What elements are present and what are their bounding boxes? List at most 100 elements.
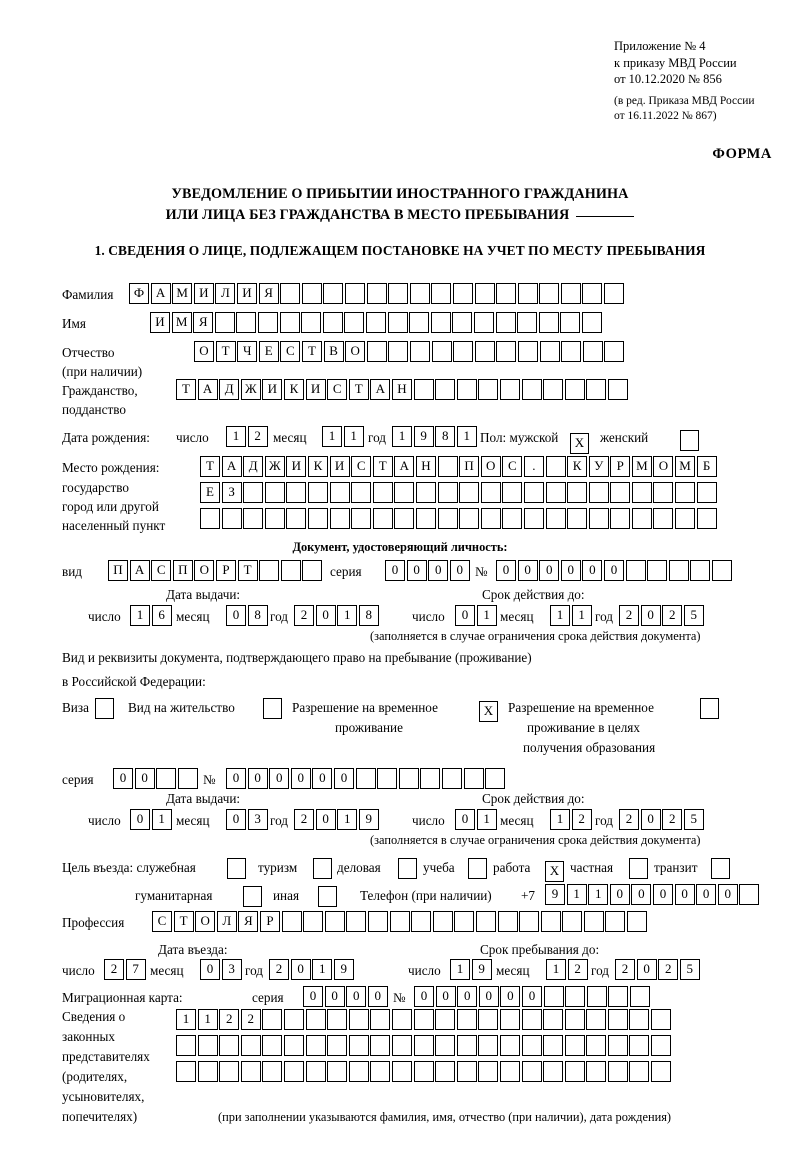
char-cell[interactable] (608, 986, 629, 1007)
purpose-transit-checkbox[interactable] (711, 858, 730, 879)
char-cell[interactable]: 0 (226, 809, 246, 830)
char-cell[interactable]: Т (200, 456, 220, 477)
char-cell[interactable]: 0 (414, 986, 434, 1007)
char-cell[interactable] (651, 1035, 672, 1056)
char-cell[interactable] (607, 1061, 628, 1082)
char-cell[interactable]: 9 (413, 426, 434, 447)
char-cell[interactable]: 0 (385, 560, 405, 581)
char-cell[interactable]: 1 (456, 426, 477, 447)
char-cell[interactable] (327, 1009, 348, 1030)
char-cell[interactable]: О (194, 341, 214, 362)
char-cell[interactable] (303, 911, 324, 932)
char-cell[interactable] (604, 283, 625, 304)
char-cell[interactable] (668, 560, 689, 581)
char-cell[interactable] (240, 1035, 261, 1056)
char-cell[interactable]: 7 (125, 959, 146, 980)
char-cell[interactable]: 0 (521, 986, 542, 1007)
char-cell[interactable] (629, 1009, 650, 1030)
residence-permit-checkbox[interactable] (263, 698, 282, 719)
char-cell[interactable]: 0 (457, 986, 478, 1007)
char-cell[interactable]: 0 (640, 809, 661, 830)
char-cell[interactable] (631, 482, 652, 503)
char-cell[interactable]: С (327, 379, 348, 400)
char-cell[interactable] (437, 508, 458, 529)
purpose-work-checkbox[interactable]: X (545, 861, 564, 882)
char-cell[interactable]: 0 (113, 768, 133, 789)
char-cell[interactable]: Т (215, 341, 236, 362)
char-cell[interactable] (176, 1035, 196, 1056)
char-cell[interactable] (197, 1061, 218, 1082)
char-cell[interactable]: 0 (346, 986, 367, 1007)
char-cell[interactable]: О (194, 560, 215, 581)
visa-checkbox-wrap[interactable] (95, 698, 114, 719)
char-cell[interactable] (629, 986, 650, 1007)
char-cell[interactable] (413, 1009, 434, 1030)
char-cell[interactable]: 1 (476, 809, 497, 830)
char-cell[interactable] (478, 1009, 499, 1030)
char-cell[interactable] (539, 341, 560, 362)
char-cell[interactable] (456, 1035, 477, 1056)
purpose-study-checkbox-wrap[interactable] (468, 858, 487, 879)
purpose-private-checkbox-wrap[interactable] (629, 858, 648, 879)
char-cell[interactable] (545, 456, 566, 477)
char-cell[interactable] (739, 884, 760, 905)
char-cell[interactable] (564, 1035, 585, 1056)
char-cell[interactable] (605, 911, 626, 932)
char-cell[interactable]: С (280, 341, 301, 362)
char-cell[interactable] (545, 508, 566, 529)
char-cell[interactable] (456, 1009, 477, 1030)
char-cell[interactable]: М (631, 456, 652, 477)
char-cell[interactable]: 2 (662, 605, 683, 626)
char-cell[interactable]: М (171, 312, 192, 333)
char-cell[interactable]: 1 (550, 605, 570, 626)
char-cell[interactable] (366, 283, 387, 304)
sex-female-checkbox[interactable] (680, 430, 699, 451)
char-cell[interactable]: Т (372, 456, 393, 477)
char-cell[interactable]: 0 (406, 560, 427, 581)
char-cell[interactable]: 0 (290, 768, 311, 789)
char-cell[interactable] (521, 1061, 542, 1082)
char-cell[interactable] (480, 482, 501, 503)
char-cell[interactable]: 0 (631, 884, 652, 905)
char-cell[interactable]: К (307, 456, 328, 477)
char-cell[interactable] (377, 768, 398, 789)
char-cell[interactable] (459, 508, 480, 529)
char-cell[interactable] (243, 482, 264, 503)
char-cell[interactable]: М (172, 283, 193, 304)
char-cell[interactable] (610, 482, 631, 503)
char-cell[interactable]: 1 (130, 605, 150, 626)
char-cell[interactable] (389, 911, 410, 932)
char-cell[interactable]: 0 (455, 605, 475, 626)
char-cell[interactable] (478, 379, 499, 400)
char-cell[interactable] (696, 482, 717, 503)
char-cell[interactable]: 8 (358, 605, 379, 626)
char-cell[interactable] (305, 1061, 326, 1082)
char-cell[interactable] (219, 1035, 240, 1056)
char-cell[interactable] (629, 1035, 650, 1056)
char-cell[interactable]: 0 (315, 809, 336, 830)
char-cell[interactable]: И (329, 456, 350, 477)
char-cell[interactable] (651, 1061, 672, 1082)
char-cell[interactable]: Л (215, 283, 236, 304)
char-cell[interactable]: 0 (315, 605, 336, 626)
char-cell[interactable]: 0 (636, 959, 657, 980)
char-cell[interactable] (540, 911, 561, 932)
char-cell[interactable]: 1 (476, 605, 497, 626)
purpose-tourism-checkbox-wrap[interactable] (313, 858, 332, 879)
char-cell[interactable] (391, 1009, 412, 1030)
char-cell[interactable] (344, 283, 365, 304)
char-cell[interactable] (583, 911, 604, 932)
char-cell[interactable] (452, 312, 473, 333)
char-cell[interactable]: 5 (679, 959, 700, 980)
char-cell[interactable] (629, 1061, 650, 1082)
